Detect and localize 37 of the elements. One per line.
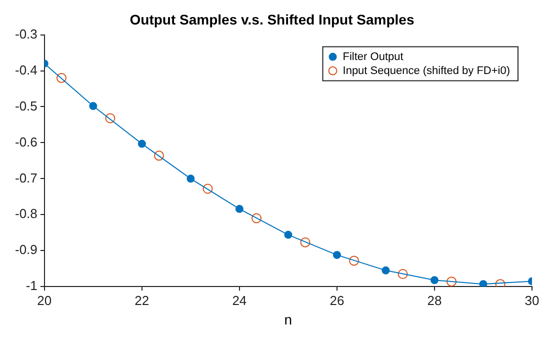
point — [56, 72, 66, 83]
y-tick-label: -1 — [26, 278, 38, 294]
point — [382, 266, 390, 274]
point — [495, 279, 506, 287]
y-tick-label: -0.3 — [14, 26, 38, 42]
x-tick-label: 22 — [134, 292, 150, 308]
y-tick-label: -0.8 — [14, 206, 38, 222]
point — [235, 204, 244, 213]
point — [479, 280, 488, 287]
point — [284, 230, 292, 239]
point — [446, 276, 457, 287]
point — [349, 256, 360, 266]
point — [105, 113, 116, 124]
point — [202, 184, 213, 194]
y-tick-label: -0.5 — [14, 98, 38, 114]
y-tick-label: -0.7 — [14, 170, 38, 186]
y-tick-label: -0.4 — [14, 62, 38, 78]
x-tick-label: 24 — [232, 292, 247, 308]
y-tick-label: -0.6 — [14, 134, 38, 150]
point — [252, 213, 262, 224]
chart-title: Output Samples v.s. Shifted Input Samples — [130, 11, 414, 28]
point — [430, 276, 438, 284]
point — [332, 250, 341, 259]
x-tick-label: 20 — [37, 292, 52, 308]
x-axis-title: n — [284, 311, 292, 328]
legend-label: Input Sequence (shifted by FD+i0) — [342, 64, 510, 77]
point — [398, 269, 408, 280]
point — [89, 102, 98, 110]
point — [138, 140, 146, 148]
x-tick-label: 28 — [427, 292, 442, 308]
point — [300, 237, 310, 248]
y-tick-label: -0.9 — [14, 242, 38, 258]
point — [186, 174, 195, 183]
x-tick-label: 26 — [330, 292, 344, 308]
point — [154, 150, 164, 161]
legend-label: Filter Output — [342, 50, 404, 63]
x-tick-label: 30 — [524, 292, 540, 308]
